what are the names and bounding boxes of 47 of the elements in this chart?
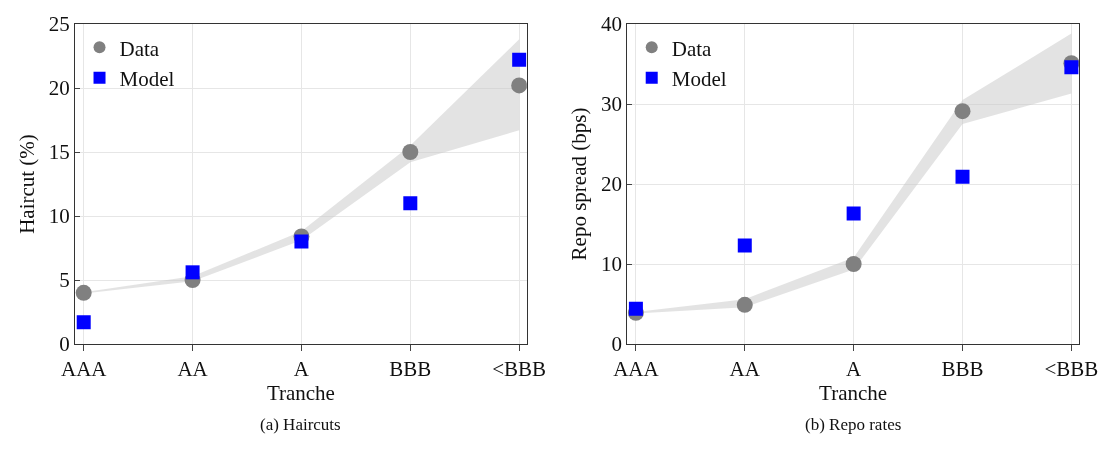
point [845,256,862,272]
point [737,238,752,253]
legend-label: Data [671,36,713,61]
x-tick-label: AA [177,357,209,382]
text: (a) Haircuts [260,415,341,434]
x-axis-title: Tranche [819,381,888,406]
point [954,103,971,120]
y-tick-label: 0 [59,332,70,357]
y-tick-label: 15 [48,140,70,165]
x-tick-label: AAA [613,357,660,382]
x-tick-label: A [293,357,310,382]
y-axis-title: Repo spread (bps) [567,107,592,261]
y-tick-label: 20 [48,76,70,101]
point [512,52,527,67]
text: (b) Repo rates [805,415,902,434]
y-tick-label: 0 [611,332,622,357]
y-tick-label: 30 [600,92,622,117]
y-tick-label: 20 [600,172,622,197]
point [511,77,527,94]
x-tick-label: A [846,357,863,382]
point [955,169,970,184]
x-tick-label: BBB [941,357,984,382]
point [736,296,753,313]
y-tick-label: 10 [600,252,622,277]
point [76,315,91,330]
point [294,234,309,249]
y-tick-label: 5 [59,268,70,293]
legend-label: Model [671,66,727,91]
x-tick-label: AAA [60,357,108,382]
legend-label: Data [119,36,160,61]
legend-label: Model [119,66,175,91]
x-axis-title: Tranche [266,381,335,406]
point [1064,60,1079,75]
point [846,206,861,221]
x-tick-label: BBB [389,357,432,382]
point [185,265,200,280]
point [75,284,92,301]
x-tick-label: AA [729,357,761,382]
point [402,144,419,160]
y-tick-label: 40 [600,12,622,37]
y-tick-label: 10 [48,204,70,229]
x-tick-label: <BBB [492,357,547,382]
y-tick-label: 25 [48,12,70,37]
point [628,301,643,316]
x-tick-label: <BBB [1044,357,1099,382]
y-axis-title: Haircut (%) [14,134,39,234]
point [403,196,418,211]
